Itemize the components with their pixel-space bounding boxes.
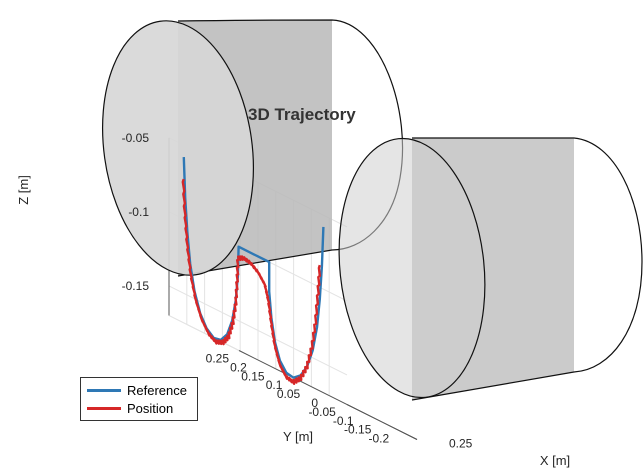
y-tick-label-8: -0.15	[344, 423, 372, 437]
y-tick-label-9: -0.2	[369, 432, 390, 446]
y-tick-label-1: 0.2	[230, 360, 247, 374]
grid-line-z-2	[168, 285, 348, 376]
y-tick-label-0: 0.25	[206, 352, 230, 366]
chart-title: 3D Trajectory	[248, 105, 356, 124]
legend-label-reference: Reference	[127, 382, 187, 398]
tick-label-layer: -0.05-0.1-0.150.250.20.150.10.050-0.05-0…	[122, 131, 473, 451]
legend-item-reference: Reference	[87, 381, 191, 399]
legend-item-position: Position	[87, 399, 191, 417]
legend-swatch-position	[87, 406, 121, 410]
x-axis-line	[346, 404, 418, 440]
series-line-position	[181, 178, 321, 385]
y-tick-label-4: 0.05	[277, 387, 301, 401]
right-cylinder-outline	[411, 137, 643, 401]
y-tick-label-7: -0.1	[333, 414, 354, 428]
z-tick-label-1: -0.1	[128, 205, 149, 219]
series-front-layer	[181, 178, 321, 385]
z-tick-label-0: -0.05	[122, 131, 150, 145]
legend-swatch-reference	[87, 388, 121, 392]
x-tick-label-0: 0.25	[449, 437, 473, 451]
y-tick-label-3: 0.1	[266, 378, 283, 392]
legend: Reference Position	[80, 377, 198, 421]
left-cylinder-obstacle	[101, 19, 404, 277]
x-axis-label: X [m]	[540, 453, 570, 468]
legend-label-position: Position	[127, 400, 174, 416]
z-tick-label-2: -0.15	[122, 279, 150, 293]
y-tick-label-2: 0.15	[241, 369, 265, 383]
y-tick-label-5: 0	[311, 396, 318, 410]
y-tick-label-6: -0.05	[308, 405, 336, 419]
right-cylinder-obstacle	[338, 137, 643, 401]
y-axis-label: Y [m]	[283, 429, 313, 444]
right-cylinder-cap	[338, 137, 486, 399]
left-cylinder-cap	[101, 20, 255, 276]
z-axis-label: Z [m]	[16, 175, 31, 205]
